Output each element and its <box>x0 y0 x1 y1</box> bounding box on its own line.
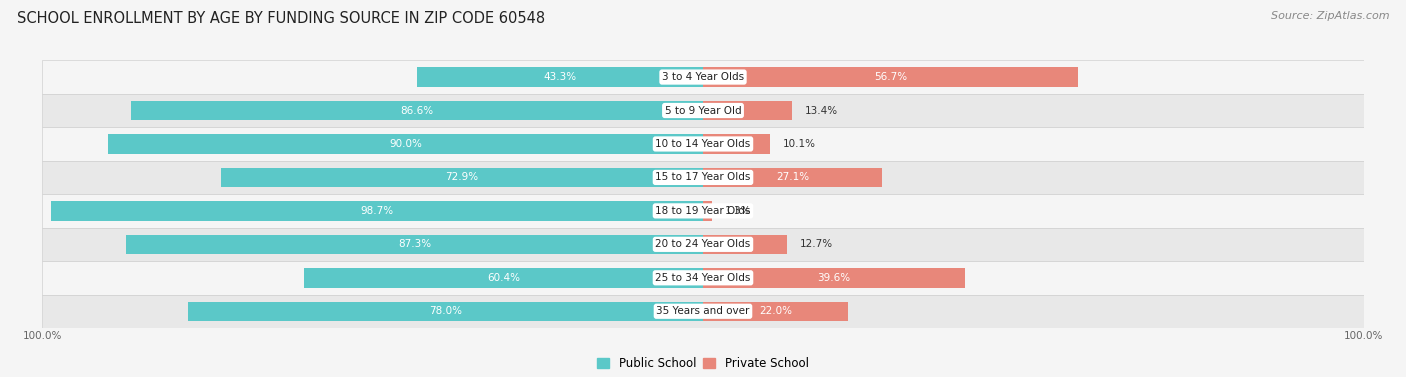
Text: 56.7%: 56.7% <box>873 72 907 82</box>
Text: 98.7%: 98.7% <box>360 206 394 216</box>
Text: 10 to 14 Year Olds: 10 to 14 Year Olds <box>655 139 751 149</box>
Text: Source: ZipAtlas.com: Source: ZipAtlas.com <box>1271 11 1389 21</box>
Bar <box>703 134 769 154</box>
Bar <box>187 302 703 321</box>
Bar <box>703 302 848 321</box>
Bar <box>42 228 1364 261</box>
Bar <box>51 201 703 221</box>
Bar <box>127 234 703 254</box>
Text: 18 to 19 Year Olds: 18 to 19 Year Olds <box>655 206 751 216</box>
Text: 60.4%: 60.4% <box>486 273 520 283</box>
Bar <box>108 134 703 154</box>
Bar <box>304 268 703 288</box>
Text: 35 Years and over: 35 Years and over <box>657 306 749 316</box>
Text: SCHOOL ENROLLMENT BY AGE BY FUNDING SOURCE IN ZIP CODE 60548: SCHOOL ENROLLMENT BY AGE BY FUNDING SOUR… <box>17 11 546 26</box>
Text: 12.7%: 12.7% <box>800 239 834 249</box>
Text: 86.6%: 86.6% <box>401 106 433 115</box>
Text: 3 to 4 Year Olds: 3 to 4 Year Olds <box>662 72 744 82</box>
Bar <box>42 94 1364 127</box>
Bar <box>703 101 792 120</box>
Bar <box>703 234 787 254</box>
Text: 25 to 34 Year Olds: 25 to 34 Year Olds <box>655 273 751 283</box>
Bar <box>703 268 965 288</box>
Bar <box>703 168 882 187</box>
Bar <box>131 101 703 120</box>
Text: 22.0%: 22.0% <box>759 306 792 316</box>
Text: 39.6%: 39.6% <box>817 273 851 283</box>
Text: 1.3%: 1.3% <box>725 206 751 216</box>
Bar <box>416 67 703 87</box>
Text: 27.1%: 27.1% <box>776 172 808 182</box>
Legend: Public School, Private School: Public School, Private School <box>598 357 808 370</box>
Bar <box>42 194 1364 228</box>
Bar <box>703 67 1077 87</box>
Text: 20 to 24 Year Olds: 20 to 24 Year Olds <box>655 239 751 249</box>
Bar <box>42 60 1364 94</box>
Text: 10.1%: 10.1% <box>783 139 815 149</box>
Bar <box>221 168 703 187</box>
Text: 13.4%: 13.4% <box>804 106 838 115</box>
Bar <box>42 127 1364 161</box>
Bar <box>42 294 1364 328</box>
Text: 72.9%: 72.9% <box>446 172 478 182</box>
Text: 90.0%: 90.0% <box>389 139 422 149</box>
Bar <box>42 161 1364 194</box>
Text: 87.3%: 87.3% <box>398 239 432 249</box>
Text: 43.3%: 43.3% <box>543 72 576 82</box>
Bar <box>703 201 711 221</box>
Text: 78.0%: 78.0% <box>429 306 461 316</box>
Text: 15 to 17 Year Olds: 15 to 17 Year Olds <box>655 172 751 182</box>
Text: 5 to 9 Year Old: 5 to 9 Year Old <box>665 106 741 115</box>
Bar <box>42 261 1364 294</box>
